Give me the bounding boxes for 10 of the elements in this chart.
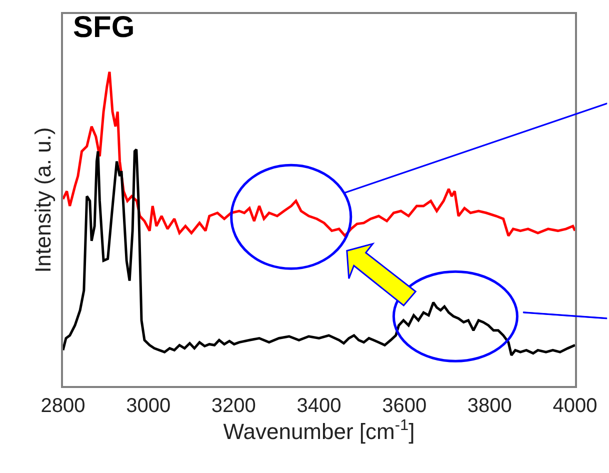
x-tick-label: 3600	[382, 395, 427, 417]
chart-title: SFG	[73, 11, 135, 44]
x-tick-label: 3200	[211, 395, 256, 417]
y-axis-title: Intensity (a. u.)	[30, 127, 56, 273]
x-tick-label: 3000	[126, 395, 171, 417]
x-tick-label: 2800	[40, 395, 86, 417]
x-axis-title: Wavenumber [cm$^{-1}$]	[223, 417, 415, 444]
x-tick-label: 4000	[552, 395, 598, 417]
x-tick-label: 3400	[296, 395, 342, 417]
x-tick-label: 3800	[467, 395, 512, 417]
